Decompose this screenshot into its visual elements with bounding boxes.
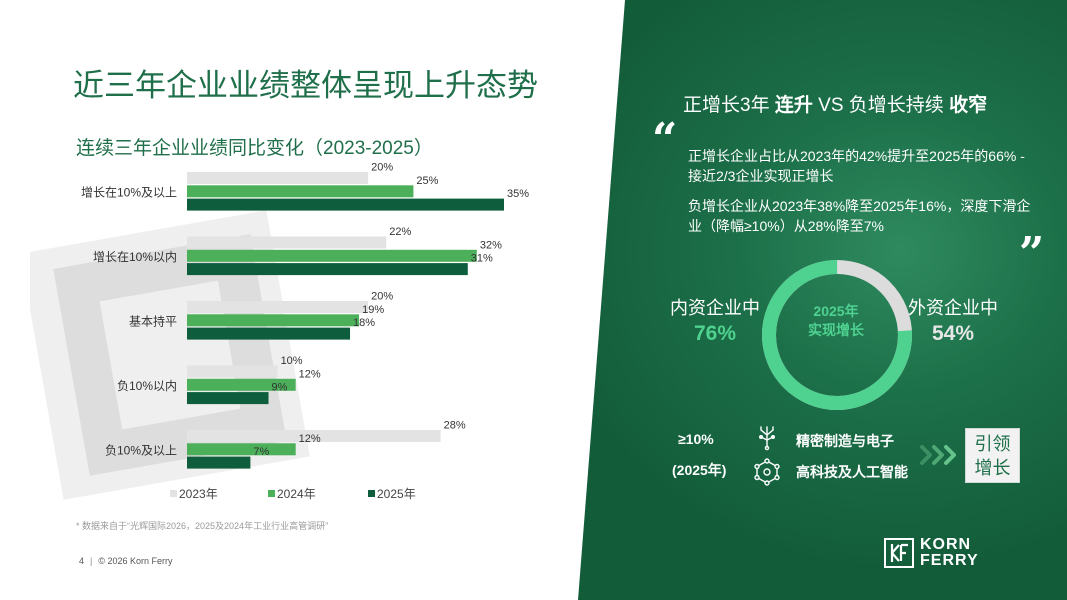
category-label: 基本持平 — [129, 313, 177, 328]
insight-bullet-2: 负增长企业从2023年38%降至2025年16%，深度下滑企业（降幅≥10%）从… — [688, 198, 1031, 234]
data-label: 28% — [444, 420, 466, 432]
kf-watermark — [30, 210, 310, 500]
bar-2024年-2 — [187, 314, 360, 327]
kf-logo-icon — [884, 538, 914, 568]
category-label: 负10%及以上 — [105, 443, 177, 457]
donut-center-line2: 实现增长 — [808, 322, 864, 338]
footer-separator: | — [90, 556, 93, 566]
heading-part-b: 连升 — [774, 95, 813, 116]
bar-2025年-0 — [187, 198, 504, 211]
donut-center-label: 2025年 实现增长 — [783, 302, 889, 340]
bar-2023年-3 — [187, 365, 278, 378]
legend-label: 2024年 — [277, 487, 316, 501]
heading-part-a: 正增长3年 — [683, 95, 770, 116]
page-number: 4 — [79, 556, 85, 566]
data-label: 19% — [362, 304, 384, 316]
donut-center-line1: 2025年 — [813, 303, 859, 319]
chip-icon — [758, 426, 776, 451]
bar-2025年-1 — [187, 263, 468, 276]
data-label: 12% — [299, 433, 321, 445]
quote-open-icon: “ — [652, 114, 678, 165]
bar-2023年-1 — [187, 236, 387, 249]
bar-2024年-0 — [187, 185, 414, 198]
data-label: 20% — [371, 291, 393, 303]
quote-close-icon: ” — [1019, 228, 1045, 279]
insight-bullet-1: 正增长企业占比从2023年的42%提升至2025年的66% - 接近2/3企业实… — [688, 148, 1025, 184]
data-label: 9% — [272, 382, 288, 394]
logo-line1: KORN — [920, 536, 972, 553]
data-label: 32% — [480, 239, 502, 251]
bar-2024年-3 — [187, 378, 296, 391]
stat-domestic: 内资企业中 76% — [655, 294, 775, 346]
bar-2025年-3 — [187, 392, 269, 405]
data-label: 12% — [299, 368, 321, 380]
page-title: 近三年企业业绩整体呈现上升态势 — [73, 68, 538, 103]
category-label: 增长在10%及以上 — [81, 185, 177, 199]
category-label: 负10%以内 — [117, 379, 177, 393]
heading-part-e: 收窄 — [949, 95, 988, 116]
category-label: 增长在10%以内 — [93, 250, 177, 264]
right-heading: 正增长3年 连升 VS 负增长持续 收窄 — [683, 90, 987, 117]
footer: 4 | © 2026 Korn Ferry — [79, 556, 173, 566]
logo-text: KORN FERRY — [920, 537, 979, 569]
data-label: 7% — [253, 446, 269, 458]
legend-swatch — [268, 490, 275, 497]
stat-foreign-value: 54% — [931, 322, 975, 345]
data-label: 31% — [471, 253, 493, 265]
stat-domestic-label: 内资企业中 — [670, 298, 760, 318]
lead-growth-box: 引领增长 — [965, 428, 1020, 483]
footnote: * 数据来自于“光辉国际2026，2025及2024年工业行业高管调研” — [76, 521, 329, 531]
bar-2024年-1 — [187, 249, 477, 262]
threshold-label: ≥10% — [678, 431, 714, 447]
data-label: 35% — [507, 188, 529, 200]
industry-hightech-ai: 高科技及人工智能 — [796, 464, 908, 480]
chevron-right-icon — [920, 445, 956, 465]
legend-label: 2023年 — [179, 487, 218, 501]
data-label: 25% — [416, 175, 438, 187]
data-label: 10% — [281, 355, 303, 367]
bar-2024年-4 — [187, 443, 296, 456]
data-label: 22% — [389, 226, 411, 238]
stat-foreign-label: 外资企业中 — [908, 298, 998, 318]
lead-growth-label: 引领增长 — [974, 433, 1011, 478]
bar-2023年-2 — [187, 301, 369, 313]
stat-domestic-value: 76% — [693, 322, 737, 345]
bar-2023年-4 — [187, 430, 441, 442]
industry-precision-manufacturing: 精密制造与电子 — [796, 433, 894, 449]
logo-line2: FERRY — [920, 552, 979, 569]
korn-ferry-logo: KORN FERRY — [884, 537, 979, 569]
data-label: 18% — [353, 317, 375, 329]
threshold-year: (2025年) — [672, 462, 727, 478]
copyright: © 2026 Korn Ferry — [98, 556, 173, 566]
donut-chart — [762, 260, 912, 410]
legend-label: 2025年 — [377, 487, 416, 501]
network-icon — [754, 458, 780, 486]
heading-part-d: 负增长持续 — [848, 95, 944, 116]
heading-part-c: VS — [818, 95, 844, 116]
legend-swatch — [170, 490, 177, 497]
bar-2023年-0 — [187, 172, 369, 184]
data-label: 20% — [371, 162, 393, 174]
legend-swatch — [368, 490, 375, 497]
stat-foreign: 外资企业中 54% — [893, 294, 1013, 346]
bar-2025年-4 — [187, 456, 251, 469]
chart-title: 连续三年企业业绩同比变化（2023-2025） — [76, 138, 433, 159]
bar-chart: 增长在10%及以上 20% 25% 35% 增长在10%以内 22% 32% 31% 基本持平 2… — [81, 162, 529, 502]
bar-2025年-2 — [187, 327, 351, 340]
